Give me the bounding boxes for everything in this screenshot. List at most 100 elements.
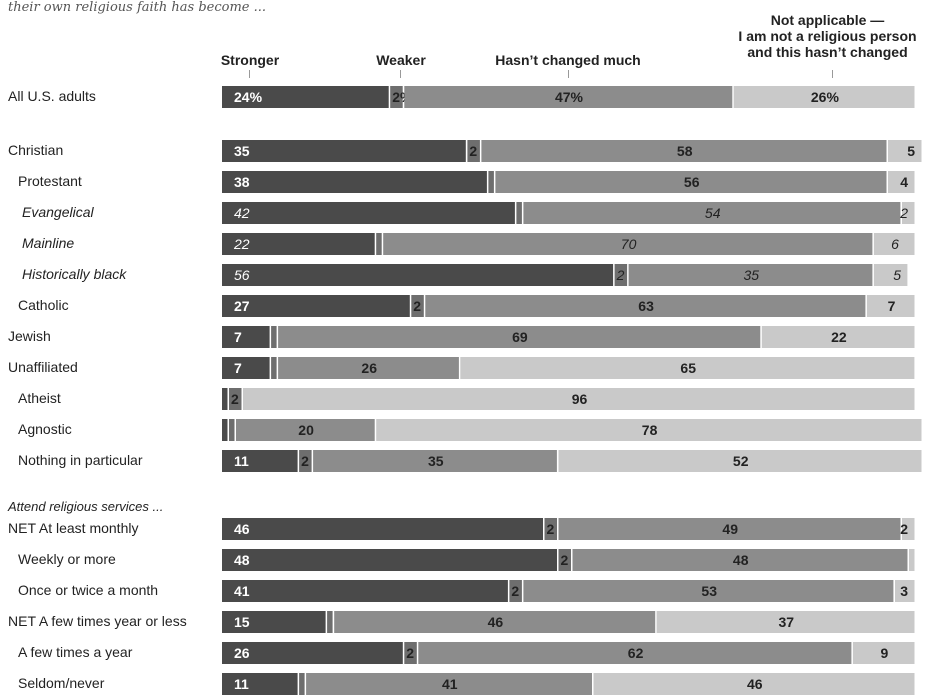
bar-row: 41 2 53 3 bbox=[222, 580, 915, 602]
bar-segment-weaker bbox=[488, 171, 494, 193]
bar-segment-unchanged bbox=[334, 611, 656, 633]
bar-value-label: 38 bbox=[234, 174, 250, 190]
bar-row: 20 78 bbox=[222, 419, 922, 441]
bar-value-label: 27 bbox=[234, 298, 250, 314]
bar-segment-unchanged bbox=[523, 202, 901, 224]
row-label: A few times a year bbox=[18, 644, 133, 660]
bar-value-label: 26% bbox=[811, 89, 840, 105]
bar-value-label: 24% bbox=[234, 89, 263, 105]
bar-segment-weaker bbox=[558, 549, 571, 571]
bar-value-label: 96 bbox=[572, 391, 588, 407]
bar-value-label: 3 bbox=[900, 583, 908, 599]
bar-value-label: 2 bbox=[899, 205, 908, 221]
bar-row: 24% 2% 47% 26% bbox=[222, 86, 915, 108]
bar-value-label: 6 bbox=[891, 236, 899, 252]
bar-segment-stronger bbox=[222, 518, 543, 540]
bar-value-label: 52 bbox=[733, 453, 749, 469]
legend-tick-weaker bbox=[400, 70, 401, 78]
bar-segment-unchanged bbox=[558, 518, 901, 540]
legend-stronger: Stronger bbox=[220, 52, 280, 68]
bar-value-label: 54 bbox=[705, 205, 721, 221]
bar-value-label: 58 bbox=[677, 143, 693, 159]
bar-segment-unchanged bbox=[404, 86, 733, 108]
bar-segment-weaker bbox=[467, 140, 480, 162]
bar-value-label: 5 bbox=[893, 267, 901, 283]
bar-value-label: 22 bbox=[233, 236, 250, 252]
bar-segment-unchanged bbox=[278, 326, 761, 348]
bar-value-label: 49 bbox=[722, 521, 738, 537]
bar-value-label: 7 bbox=[888, 298, 896, 314]
bar-row: 26 2 62 9 bbox=[222, 642, 915, 664]
bar-segment-weaker bbox=[411, 295, 424, 317]
bar-value-label: 2 bbox=[511, 583, 519, 599]
bar-value-label: 63 bbox=[638, 298, 654, 314]
bar-segment-unchanged bbox=[236, 419, 375, 441]
bar-segment-weaker bbox=[327, 611, 333, 633]
bar-segment-weaker bbox=[509, 580, 522, 602]
row-label: Nothing in particular bbox=[18, 452, 143, 468]
bar-segment-weaker bbox=[299, 673, 305, 695]
bar-value-label: 2 bbox=[900, 521, 908, 537]
bar-value-label: 2 bbox=[413, 298, 421, 314]
bar-segment-not-applicable bbox=[852, 642, 915, 664]
bar-segment-stronger bbox=[222, 202, 515, 224]
bar-segment-stronger bbox=[222, 673, 298, 695]
bar-segment-unchanged bbox=[572, 549, 908, 571]
bar-value-label: 70 bbox=[621, 236, 637, 252]
bar-value-label: 48 bbox=[733, 552, 749, 568]
bar-row: 2 96 bbox=[222, 388, 915, 410]
bar-value-label: 26 bbox=[361, 360, 377, 376]
legend-tick-unchanged bbox=[568, 70, 569, 78]
bar-segment-not-applicable bbox=[873, 233, 915, 255]
bar-value-label: 7 bbox=[234, 360, 242, 376]
bar-value-label: 47% bbox=[555, 89, 584, 105]
bar-segment-weaker bbox=[614, 264, 628, 286]
bar-segment-not-applicable bbox=[733, 86, 915, 108]
bar-segment-stronger bbox=[222, 642, 403, 664]
row-label: Mainline bbox=[22, 235, 75, 251]
bar-segment-weaker bbox=[229, 388, 242, 410]
bar-value-label: 5 bbox=[907, 143, 915, 159]
bar-row: 38 56 4 bbox=[222, 171, 915, 193]
bar-segment-unchanged bbox=[425, 295, 866, 317]
bar-segment-stronger bbox=[222, 450, 298, 472]
row-label: Atheist bbox=[18, 390, 61, 406]
legend-weaker: Weaker bbox=[376, 52, 426, 68]
bar-segment-stronger bbox=[222, 549, 557, 571]
row-label: Historically black bbox=[22, 266, 127, 282]
bar-value-label: 20 bbox=[298, 422, 314, 438]
bar-segment-weaker bbox=[271, 357, 277, 379]
bar-value-label: 7 bbox=[234, 329, 242, 345]
bar-segment-not-applicable bbox=[866, 295, 915, 317]
bar-value-label: 2 bbox=[561, 552, 569, 568]
bar-segment-stronger bbox=[222, 326, 270, 348]
row-label: Once or twice a month bbox=[18, 582, 159, 598]
bar-segment-not-applicable bbox=[761, 326, 915, 348]
legend-not-applicable: Not applicable — I am not a religious pe… bbox=[725, 12, 930, 60]
bar-segment-weaker bbox=[271, 326, 277, 348]
bar-segment-stronger bbox=[222, 419, 228, 441]
bar-segment-weaker bbox=[544, 518, 557, 540]
bar-segment-weaker bbox=[516, 202, 522, 224]
row-label: Unaffiliated bbox=[8, 359, 78, 375]
bar-value-label: 46 bbox=[234, 521, 250, 537]
bar-segment-not-applicable bbox=[888, 171, 915, 193]
row-label: Weekly or more bbox=[18, 551, 116, 567]
row-label: Christian bbox=[8, 142, 64, 158]
row-label: NET At least monthly bbox=[8, 520, 139, 536]
bar-value-label: 46 bbox=[747, 676, 763, 692]
legend-unchanged: Hasn’t changed much bbox=[495, 52, 641, 68]
bar-segment-not-applicable bbox=[873, 264, 908, 286]
bar-segment-weaker bbox=[299, 450, 312, 472]
bar-segment-not-applicable bbox=[593, 673, 915, 695]
bar-value-label: 78 bbox=[642, 422, 658, 438]
bar-segment-not-applicable bbox=[902, 202, 915, 224]
bar-segment-not-applicable bbox=[902, 518, 915, 540]
bar-value-label: 48 bbox=[234, 552, 250, 568]
bar-segment-stronger bbox=[222, 388, 228, 410]
bar-segment-weaker bbox=[390, 86, 403, 108]
bar-value-label: 56 bbox=[684, 174, 700, 190]
bar-row: 11 2 35 52 bbox=[222, 450, 922, 472]
bar-segment-stronger bbox=[222, 357, 270, 379]
bar-segment-stronger bbox=[222, 140, 466, 162]
